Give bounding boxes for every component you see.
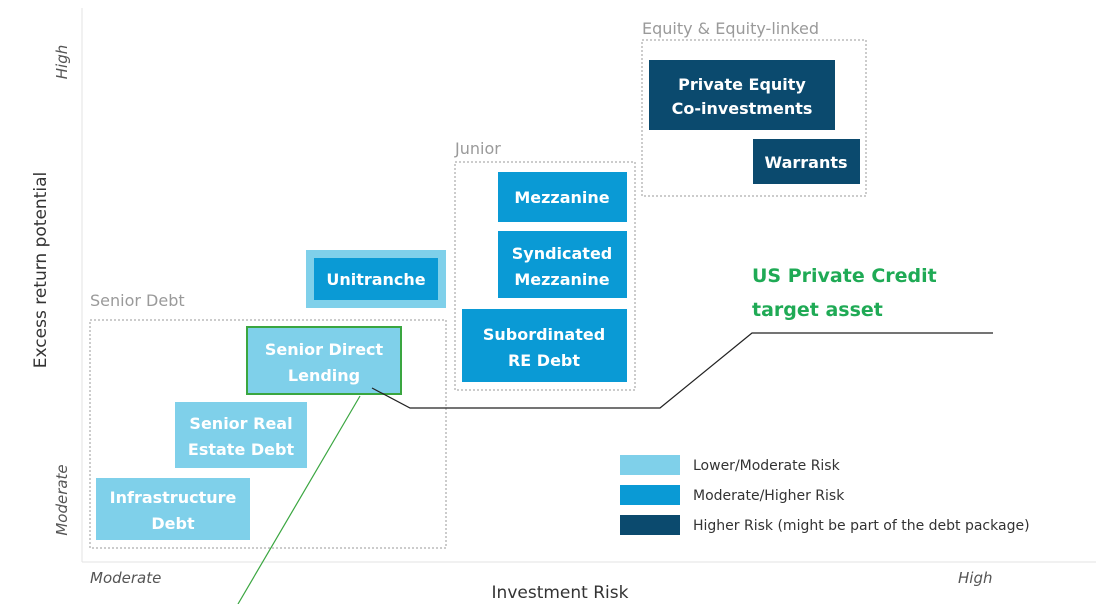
box-text: Senior Direct [265, 340, 384, 359]
box-text: Warrants [764, 153, 847, 172]
callout-text: US Private Credit [752, 265, 937, 287]
callout-line [371, 332, 993, 409]
legend-label: Higher Risk (might be part of the debt p… [693, 518, 1030, 534]
box-text: Syndicated [512, 244, 613, 263]
group-frame [641, 39, 867, 197]
y-axis-label: Excess return potential [31, 172, 51, 368]
legend-swatch [620, 455, 680, 475]
callout-text: target asset [752, 299, 883, 321]
group-label: Equity & Equity-linked [642, 19, 819, 38]
box-text: Mezzanine [514, 188, 609, 207]
box [649, 60, 835, 130]
box-text: Co-investments [672, 99, 813, 118]
boxes: Infrastructure Debt Senior Real Estate D… [96, 60, 860, 540]
y-high: High [53, 45, 71, 79]
group-frame [89, 319, 447, 549]
x-axis-label: Investment Risk [492, 583, 629, 603]
pointer-line [237, 395, 361, 604]
box-text: RE Debt [508, 351, 580, 370]
box-text: Mezzanine [514, 270, 609, 289]
box [462, 309, 627, 382]
x-low: Moderate [90, 569, 161, 587]
group-label: Junior [454, 139, 501, 158]
box-text: Subordinated [483, 325, 605, 344]
group-frames [89, 39, 867, 549]
group-frame [454, 161, 636, 391]
y-low: Moderate [53, 464, 71, 535]
box [96, 478, 250, 540]
legend-label: Moderate/Higher Risk [693, 488, 845, 504]
box [246, 326, 402, 395]
box [314, 258, 438, 300]
legend-label: Lower/Moderate Risk [693, 458, 841, 474]
box-text: Unitranche [326, 270, 425, 289]
box-text: Senior Real [189, 414, 292, 433]
box-text: Infrastructure [110, 488, 237, 507]
box [175, 402, 307, 468]
legend-swatch [620, 515, 680, 535]
group-label: Senior Debt [90, 291, 185, 310]
box-text: Lending [288, 366, 360, 385]
box-text: Estate Debt [188, 440, 295, 459]
box-text: Private Equity [678, 75, 806, 94]
legend: Lower/Moderate Risk Moderate/Higher Risk… [620, 455, 1030, 535]
x-high: High [958, 569, 992, 587]
box [498, 172, 627, 222]
legend-swatch [620, 485, 680, 505]
box [498, 231, 627, 298]
box [753, 139, 860, 184]
box-text: Debt [151, 514, 195, 533]
